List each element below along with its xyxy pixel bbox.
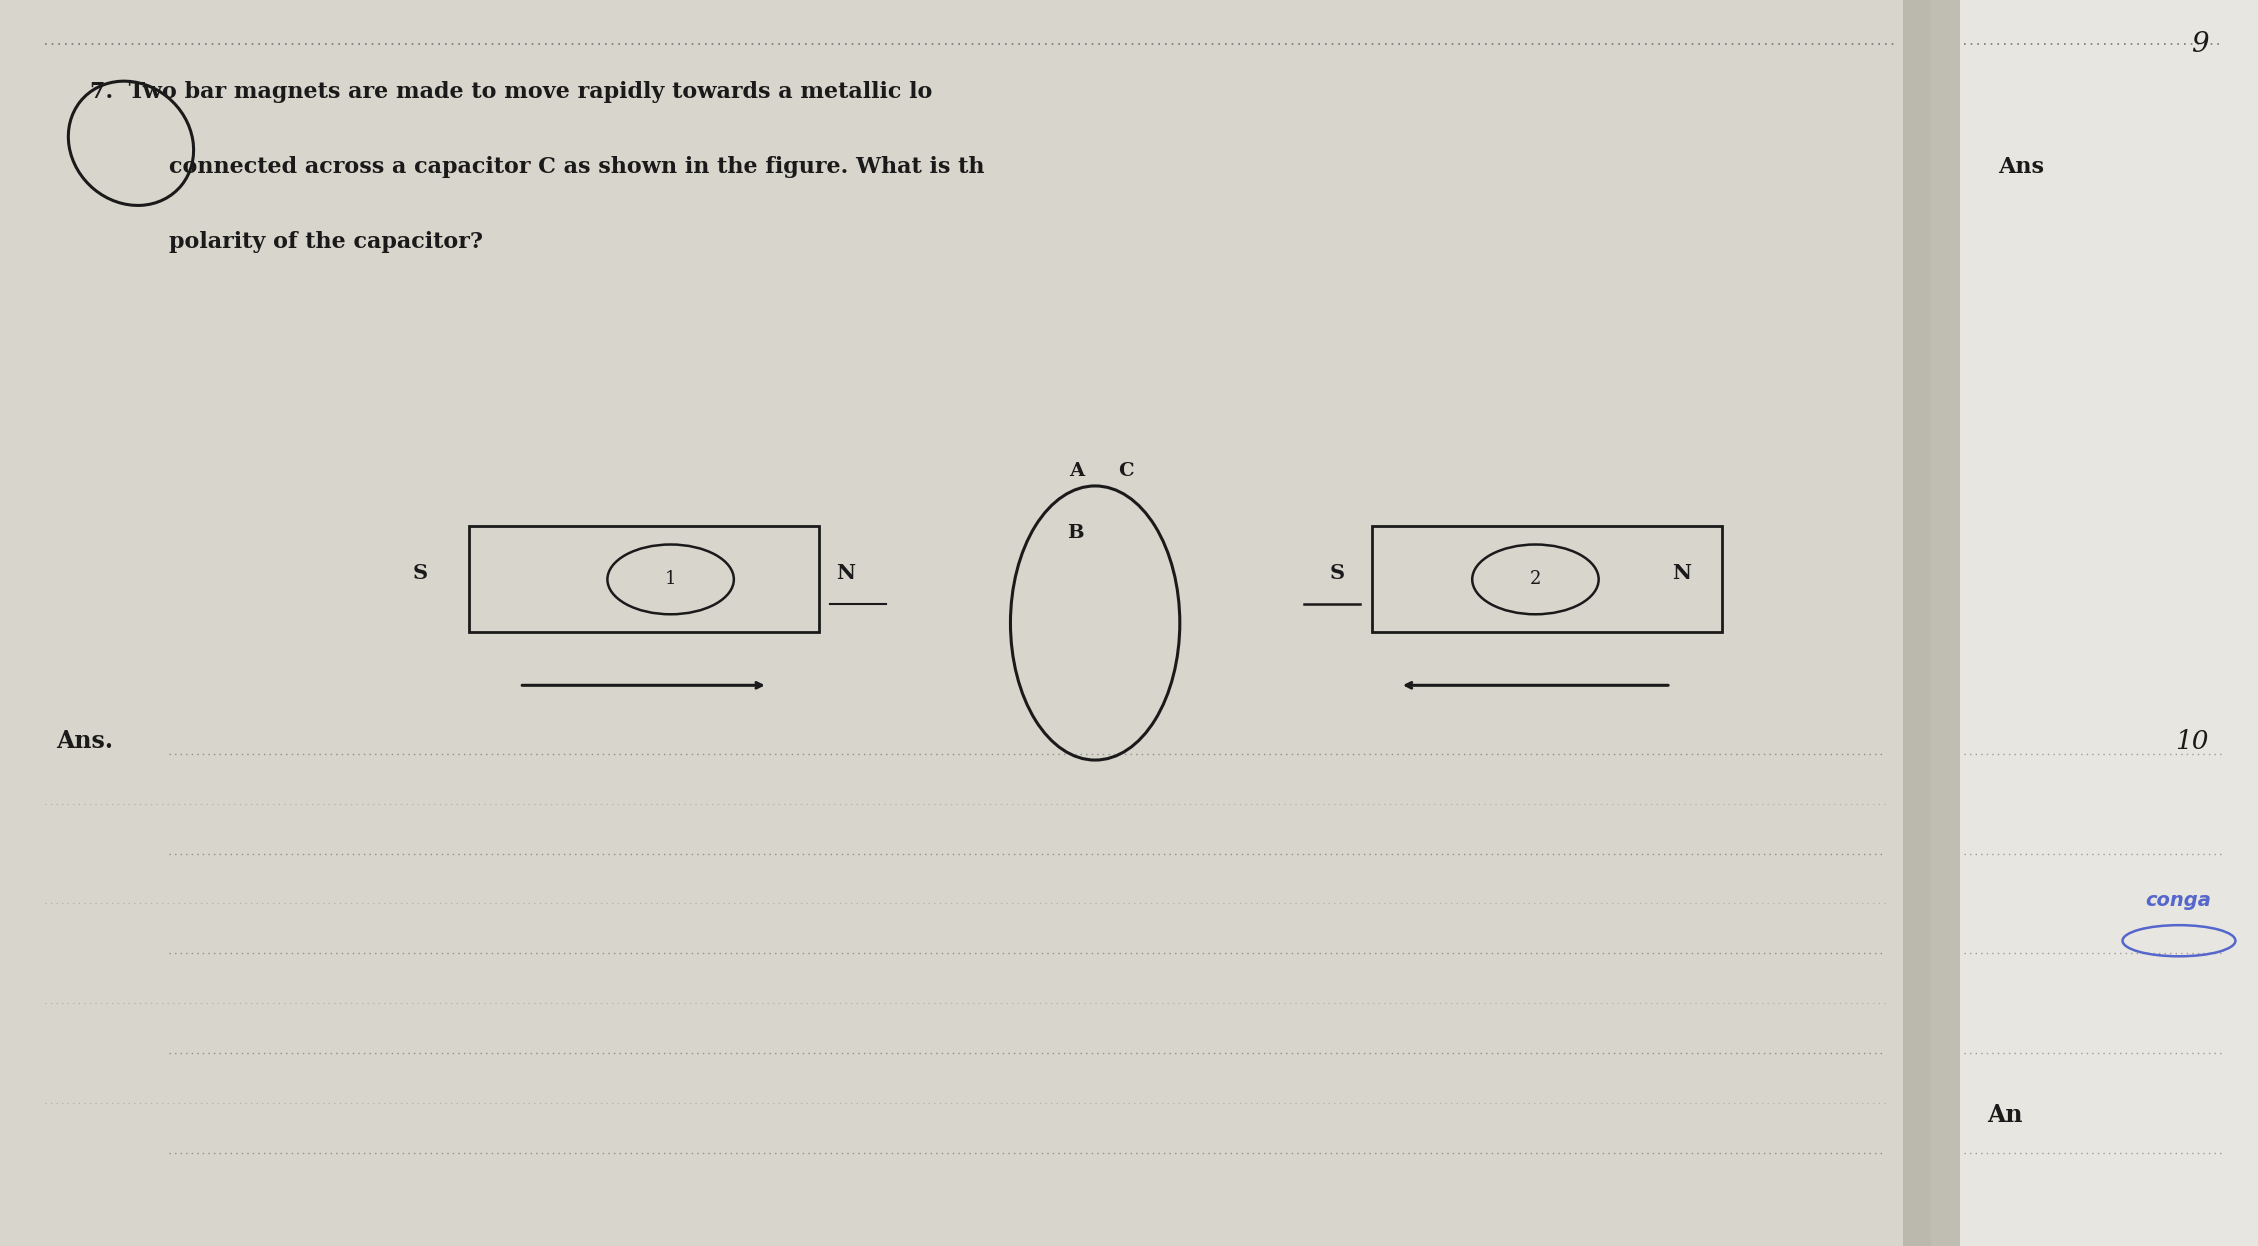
Text: N: N (1673, 563, 1691, 583)
Text: connected across a capacitor C as shown in the figure. What is th: connected across a capacitor C as shown … (169, 156, 984, 178)
Text: S: S (1330, 563, 1346, 583)
Text: 7.  Two bar magnets are made to move rapidly towards a metallic lo: 7. Two bar magnets are made to move rapi… (90, 81, 933, 103)
Bar (1903, 0, 1960, 1246)
Text: 2: 2 (1529, 571, 1542, 588)
Bar (1373, 526, 1723, 632)
Bar (467, 526, 817, 632)
Text: polarity of the capacitor?: polarity of the capacitor? (169, 231, 483, 253)
Text: conga: conga (2145, 891, 2211, 910)
Text: N: N (835, 563, 856, 583)
Text: Ans.: Ans. (56, 729, 113, 753)
Text: C: C (1118, 462, 1134, 480)
Text: Ans: Ans (1998, 156, 2043, 178)
Text: 1: 1 (664, 571, 677, 588)
Text: 10: 10 (2174, 729, 2208, 754)
Text: 9: 9 (2190, 31, 2208, 59)
Text: An: An (1987, 1103, 2023, 1126)
Text: S: S (413, 563, 429, 583)
Bar (1931, 0, 2258, 1246)
Text: A: A (1068, 462, 1084, 480)
Text: B: B (1068, 525, 1084, 542)
